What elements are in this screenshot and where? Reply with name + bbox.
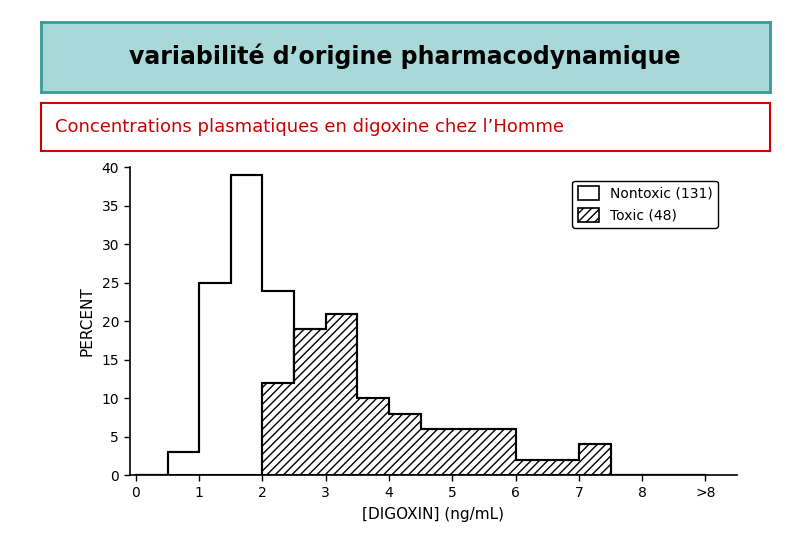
Text: variabilité d’origine pharmacodynamique: variabilité d’origine pharmacodynamique	[130, 44, 680, 70]
Legend: Nontoxic (131), Toxic (48): Nontoxic (131), Toxic (48)	[572, 180, 718, 228]
Text: Concentrations plasmatiques en digoxine chez l’Homme: Concentrations plasmatiques en digoxine …	[55, 118, 564, 136]
X-axis label: [DIGOXIN] (ng/mL): [DIGOXIN] (ng/mL)	[362, 507, 505, 522]
Polygon shape	[262, 314, 706, 475]
Polygon shape	[136, 175, 326, 475]
Y-axis label: PERCENT: PERCENT	[79, 286, 95, 356]
